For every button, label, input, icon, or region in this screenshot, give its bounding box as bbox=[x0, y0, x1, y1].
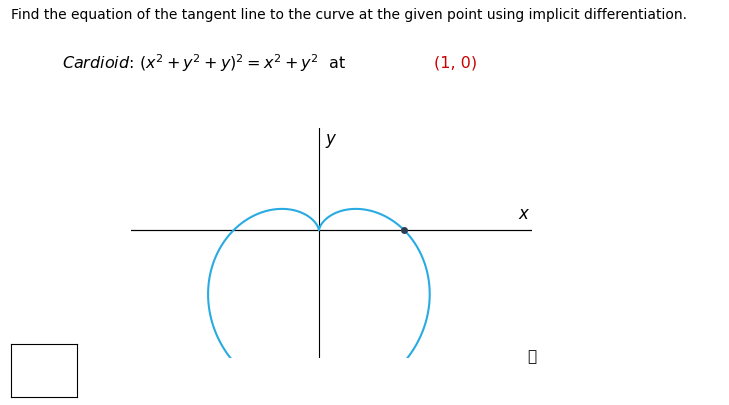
Text: ⓘ: ⓘ bbox=[528, 349, 537, 364]
Text: y: y bbox=[326, 130, 335, 147]
Text: x: x bbox=[518, 205, 528, 224]
Text: (1, 0): (1, 0) bbox=[434, 55, 477, 71]
Text: Find the equation of the tangent line to the curve at the given point using impl: Find the equation of the tangent line to… bbox=[11, 8, 687, 22]
Text: $\mathit{Cardioid}$: $(x^2 + y^2 + y)^2 = x^2 + y^2$  at: $\mathit{Cardioid}$: $(x^2 + y^2 + y)^2 … bbox=[62, 52, 346, 74]
